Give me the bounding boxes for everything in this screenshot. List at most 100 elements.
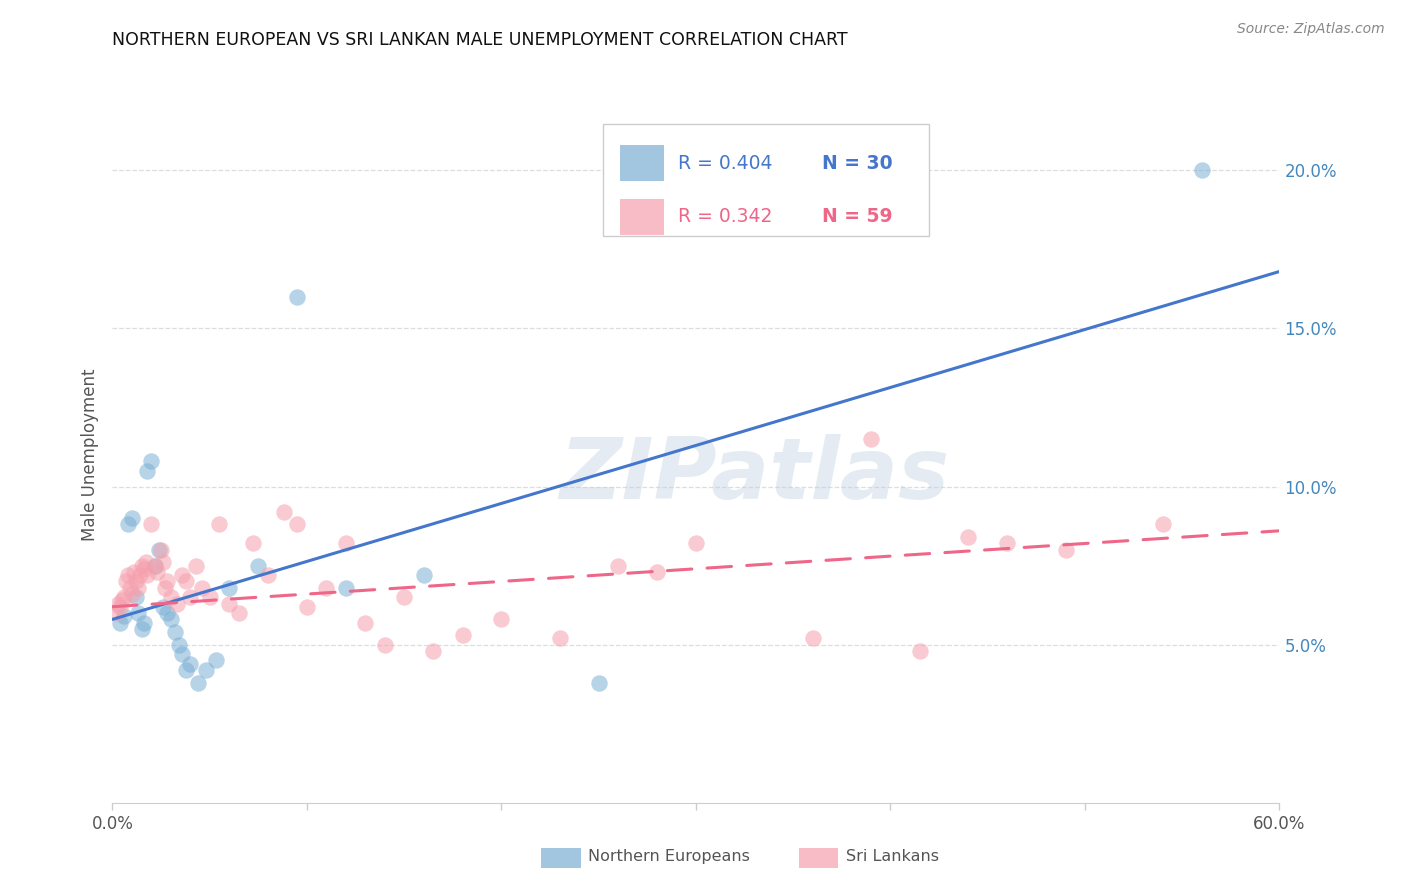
Point (131, 622, 153, 636)
Point (374, 638, 396, 652)
Point (115, 574, 138, 589)
Point (257, 568, 280, 582)
Point (335, 581, 357, 595)
Point (141, 454, 163, 468)
Point (392, 591, 416, 605)
Point (121, 511, 143, 525)
Point (957, 530, 980, 544)
Point (685, 536, 707, 550)
Point (491, 612, 513, 626)
Point (859, 432, 883, 446)
Point (117, 517, 139, 532)
Point (156, 606, 179, 620)
Point (146, 565, 169, 579)
Point (285, 517, 308, 532)
Point (166, 597, 188, 611)
Point (242, 536, 264, 550)
Point (187, 675, 209, 690)
Text: ZIPatlas: ZIPatlas (560, 434, 949, 517)
Point (132, 562, 155, 576)
Point (167, 638, 190, 652)
Point (218, 597, 240, 611)
Point (412, 568, 434, 582)
Text: Source: ZipAtlas.com: Source: ZipAtlas.com (1237, 22, 1385, 37)
Point (228, 606, 250, 620)
Point (1054, 542, 1077, 557)
Text: R = 0.342: R = 0.342 (679, 208, 773, 227)
Point (179, 591, 201, 605)
Point (128, 568, 150, 582)
Point (127, 581, 149, 595)
Text: Sri Lankans: Sri Lankans (846, 849, 939, 863)
Point (152, 556, 174, 570)
Point (153, 581, 176, 595)
Text: R = 0.404: R = 0.404 (679, 154, 773, 173)
FancyBboxPatch shape (620, 199, 665, 235)
Point (125, 574, 148, 589)
Point (118, 581, 141, 595)
Point (218, 581, 240, 595)
Point (588, 675, 610, 690)
Point (285, 290, 308, 304)
Point (143, 558, 166, 573)
Point (136, 464, 159, 478)
Point (335, 536, 357, 550)
Point (163, 625, 186, 640)
Point (1152, 517, 1174, 532)
Y-axis label: Male Unemployment: Male Unemployment (80, 368, 98, 541)
Point (451, 628, 474, 642)
Point (295, 599, 318, 614)
Point (125, 591, 148, 605)
Point (179, 657, 201, 671)
Point (184, 558, 207, 573)
Point (422, 644, 444, 658)
Point (1191, 163, 1213, 178)
Point (143, 558, 166, 573)
Point (150, 542, 173, 557)
Point (176, 663, 198, 677)
Point (801, 632, 824, 646)
Point (176, 574, 198, 589)
Point (156, 574, 179, 589)
Point (208, 517, 231, 532)
Point (127, 606, 149, 620)
Point (110, 599, 132, 614)
Point (607, 558, 630, 573)
Point (645, 565, 668, 579)
Text: N = 59: N = 59 (823, 208, 893, 227)
Point (172, 647, 194, 661)
Text: NORTHERN EUROPEAN VS SRI LANKAN MALE UNEMPLOYMENT CORRELATION CHART: NORTHERN EUROPEAN VS SRI LANKAN MALE UNE… (112, 31, 848, 49)
Point (247, 558, 270, 573)
Text: Northern Europeans: Northern Europeans (588, 849, 749, 863)
Point (172, 568, 194, 582)
Point (112, 591, 135, 605)
Point (122, 565, 145, 579)
Point (908, 644, 931, 658)
Point (194, 663, 217, 677)
Point (152, 599, 174, 614)
Point (315, 581, 337, 595)
Point (111, 593, 134, 607)
Point (105, 606, 128, 620)
Point (135, 556, 157, 570)
Point (136, 568, 159, 582)
Point (112, 609, 135, 624)
Point (354, 615, 377, 630)
FancyBboxPatch shape (603, 124, 929, 235)
Point (117, 568, 139, 582)
FancyBboxPatch shape (620, 145, 665, 181)
Point (160, 612, 183, 626)
Point (204, 653, 226, 667)
Point (110, 615, 132, 630)
Point (191, 581, 214, 595)
Point (132, 615, 155, 630)
Point (141, 517, 163, 532)
Point (160, 591, 183, 605)
Point (121, 587, 143, 601)
Point (107, 597, 129, 611)
Point (273, 505, 295, 519)
Point (148, 542, 170, 557)
Point (995, 536, 1018, 550)
Text: N = 30: N = 30 (823, 154, 893, 173)
Point (198, 591, 221, 605)
